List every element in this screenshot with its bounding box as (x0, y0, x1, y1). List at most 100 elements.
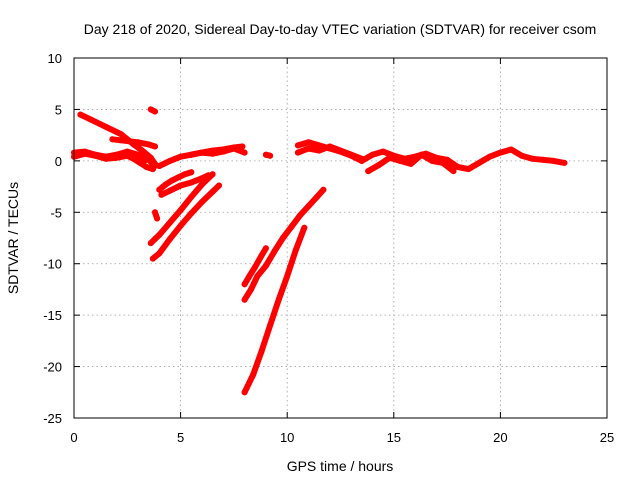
data-point (188, 193, 195, 200)
data-point (550, 157, 557, 164)
data-point (135, 139, 141, 146)
data-point (216, 182, 222, 189)
data-point (77, 111, 84, 118)
data-series-trace-12 (147, 171, 216, 247)
data-point (429, 157, 436, 164)
data-point (284, 273, 291, 280)
x-tick-label: 25 (600, 430, 614, 445)
data-point (316, 147, 323, 154)
data-point (279, 235, 286, 241)
data-point (241, 296, 248, 303)
chart-title: Day 218 of 2020, Sidereal Day-to-day VTE… (84, 21, 597, 37)
data-point (305, 139, 312, 146)
data-point (220, 148, 227, 155)
data-point (297, 212, 303, 219)
data-point (337, 147, 344, 154)
data-point (386, 154, 393, 161)
data-point (209, 188, 216, 195)
data-point (198, 149, 205, 156)
data-point (181, 171, 188, 178)
data-series-trace-4 (71, 148, 158, 169)
y-axis-label: SDTVAR / TECUs (5, 182, 21, 294)
data-point (175, 174, 182, 181)
data-point (88, 116, 95, 123)
data-series-trace-15 (241, 245, 269, 288)
data-point (177, 182, 184, 189)
data-point (397, 157, 404, 164)
data-point (152, 143, 158, 150)
data-point (241, 149, 248, 156)
data-point (166, 187, 173, 194)
data-point (294, 149, 301, 156)
data-point (177, 153, 184, 160)
data-point (250, 371, 257, 378)
data-point (166, 157, 173, 164)
data-series-trace-9 (152, 209, 161, 222)
tick-marks (73, 57, 608, 419)
data-point (267, 322, 274, 329)
data-point (145, 156, 152, 163)
data-point (439, 159, 446, 166)
x-tick-label: 20 (493, 430, 507, 445)
data-point (139, 147, 146, 154)
data-series-trace-14 (241, 186, 327, 303)
data-series-trace-5 (124, 152, 156, 173)
data-point (113, 151, 120, 158)
data-point (245, 274, 252, 281)
data-point (152, 209, 158, 216)
data-series-trace-8 (188, 145, 248, 158)
data-point (275, 296, 282, 303)
data-point (314, 193, 320, 200)
data-point (188, 179, 195, 186)
data-point (162, 181, 169, 188)
y-tick-label: 0 (55, 154, 62, 169)
data-plot-area (71, 106, 568, 396)
data-point (109, 136, 116, 143)
plot-frame (73, 57, 608, 419)
data-point (450, 168, 457, 175)
data-point (188, 151, 195, 158)
data-point (149, 255, 156, 262)
y-tick-label: -15 (43, 308, 62, 323)
y-tick-label: -5 (50, 205, 62, 220)
data-point (188, 169, 195, 176)
data-point (365, 168, 372, 175)
data-series-trace-20 (358, 146, 568, 173)
grid (74, 58, 607, 418)
data-point (508, 146, 515, 153)
data-point (241, 389, 248, 396)
data-point (248, 286, 254, 293)
data-series-trace-6 (147, 106, 158, 115)
y-tick-label: -25 (43, 411, 62, 426)
data-point (154, 215, 161, 222)
data-point (254, 273, 261, 280)
data-series-trace-10 (156, 169, 195, 193)
data-point (209, 150, 216, 157)
data-point (143, 164, 150, 170)
data-point (156, 186, 163, 193)
data-point (418, 151, 425, 158)
data-point (561, 159, 568, 166)
data-point (188, 210, 195, 217)
data-point (529, 155, 536, 162)
data-point (198, 199, 205, 205)
data-point (305, 203, 312, 210)
x-axis-label: GPS time / hours (287, 458, 394, 474)
x-tick-label: 5 (177, 430, 184, 445)
data-point (103, 153, 109, 160)
data-point (177, 207, 184, 214)
data-point (156, 250, 163, 257)
tick-labels: 0 5 10 15 20 25 -25 -20 -15 -10 -5 0 5 10 (43, 51, 614, 445)
data-point (380, 148, 387, 155)
data-point (262, 245, 269, 252)
data-series-trace-21 (365, 151, 457, 175)
data-point (166, 219, 173, 226)
data-point (407, 160, 414, 167)
data-point (497, 149, 504, 156)
data-point (241, 281, 248, 288)
data-point (267, 152, 274, 159)
series-trace (241, 224, 308, 396)
data-point (156, 231, 163, 238)
data-point (454, 164, 461, 170)
